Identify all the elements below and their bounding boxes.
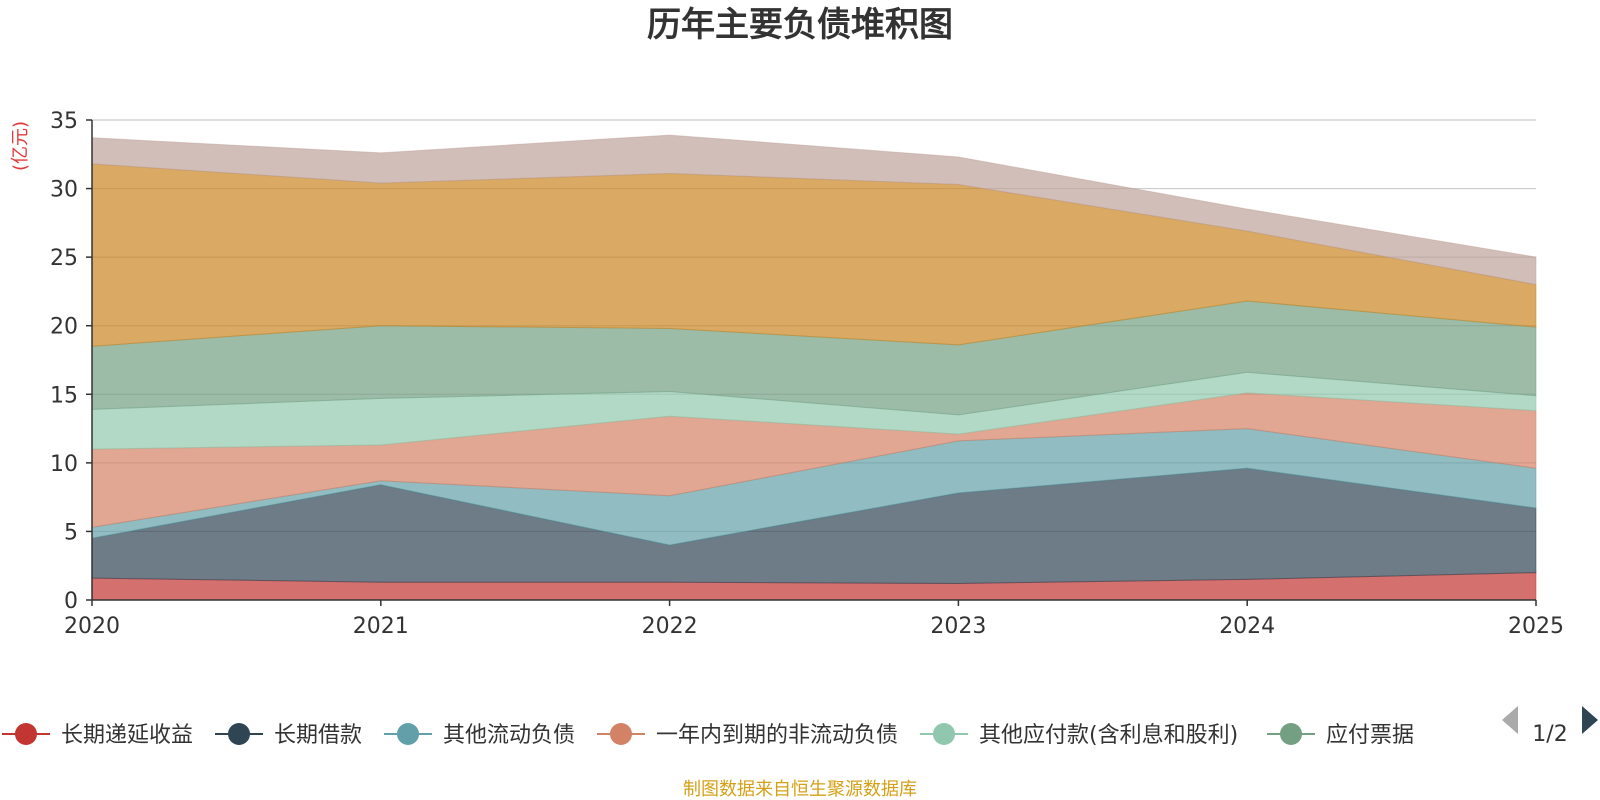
x-tick-label-2024: 2024 xyxy=(1219,614,1275,639)
y-tick-label-30: 30 xyxy=(50,178,78,203)
x-tick-label-2021: 2021 xyxy=(353,614,409,639)
legend-pager: 1/2 xyxy=(1502,706,1598,747)
y-tick-label-0: 0 xyxy=(64,589,78,614)
y-tick-label-35: 35 xyxy=(50,109,78,134)
stacked-area-chart: 历年主要负债堆积图 (亿元) 05101520253035 2020 2021 20… xyxy=(0,0,1600,800)
legend-marker-icon xyxy=(228,723,250,745)
x-tick-labels: 2020 2021 2022 2023 2024 2025 xyxy=(64,600,1564,639)
legend-item-1[interactable]: 长期借款 xyxy=(215,723,362,748)
legend-label: 长期借款 xyxy=(274,723,362,748)
y-tick-label-10: 10 xyxy=(50,452,78,477)
legend-item-4[interactable]: 其他应付款(含利息和股利) xyxy=(920,723,1238,748)
y-tick-label-5: 5 xyxy=(64,520,78,545)
legend-item-5[interactable]: 应付票据 xyxy=(1267,723,1414,748)
legend-item-2[interactable]: 其他流动负债 xyxy=(384,723,575,748)
y-tick-label-15: 15 xyxy=(50,383,78,408)
data-source-note: 制图数据来自恒生聚源数据库 xyxy=(683,779,917,800)
legend-item-0[interactable]: 长期递延收益 xyxy=(2,723,193,748)
legend-page-indicator: 1/2 xyxy=(1532,722,1567,747)
legend-marker-icon xyxy=(397,723,419,745)
y-tick-labels: 0 5 10 15 20 25 30 35 xyxy=(50,109,92,614)
area-series xyxy=(92,135,1536,600)
legend-marker-icon xyxy=(1280,723,1302,745)
legend-items: 长期递延收益 长期借款 其他流动负债 一年内到期的非流动负债 其他应付款(含利息和股利)… xyxy=(2,723,1414,748)
x-tick-label-2020: 2020 xyxy=(64,614,120,639)
legend-item-3[interactable]: 一年内到期的非流动负债 xyxy=(597,723,898,748)
chart-title: 历年主要负债堆积图 xyxy=(647,5,953,45)
x-tick-label-2022: 2022 xyxy=(642,614,698,639)
legend: 长期递延收益 长期借款 其他流动负债 一年内到期的非流动负债 其他应付款(含利息和股利)… xyxy=(2,723,1414,748)
x-tick-label-2025: 2025 xyxy=(1508,614,1564,639)
legend-label: 长期递延收益 xyxy=(61,723,193,748)
y-axis-unit-label: (亿元) xyxy=(10,121,31,171)
legend-next-page-icon[interactable] xyxy=(1582,706,1598,734)
legend-label: 应付票据 xyxy=(1326,723,1414,748)
legend-marker-icon xyxy=(15,723,37,745)
legend-label: 一年内到期的非流动负债 xyxy=(656,723,898,748)
legend-label: 其他流动负债 xyxy=(443,723,575,748)
y-tick-label-25: 25 xyxy=(50,246,78,271)
legend-prev-page-icon[interactable] xyxy=(1502,706,1518,734)
legend-label: 其他应付款(含利息和股利) xyxy=(979,723,1238,748)
y-tick-label-20: 20 xyxy=(50,315,78,340)
legend-marker-icon xyxy=(610,723,632,745)
x-tick-label-2023: 2023 xyxy=(930,614,986,639)
legend-marker-icon xyxy=(933,723,955,745)
